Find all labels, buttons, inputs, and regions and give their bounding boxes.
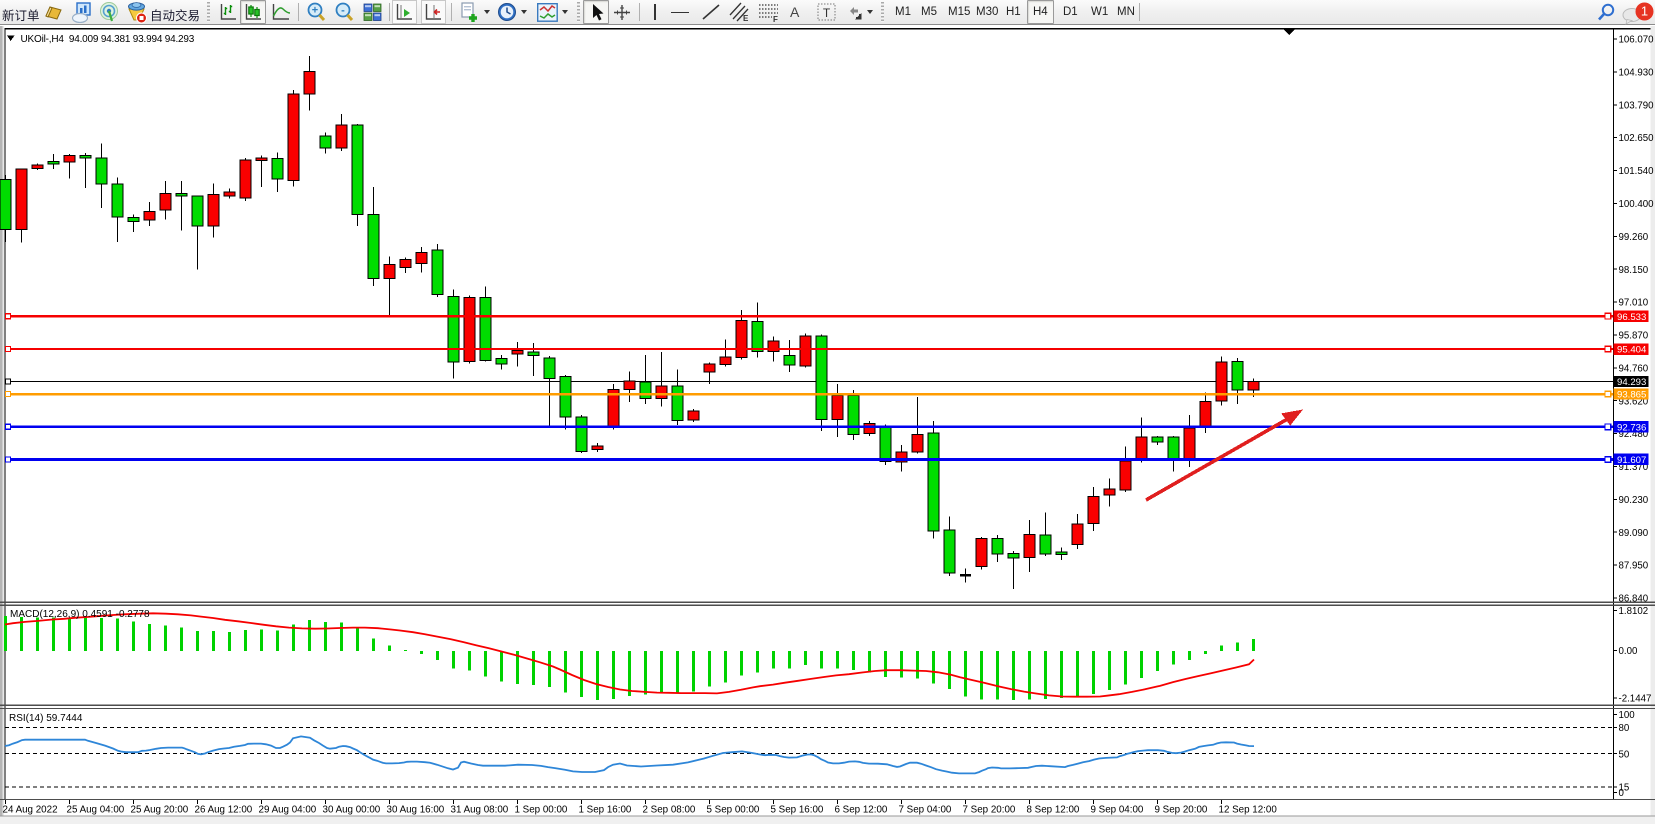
svg-text:8 Sep 12:00: 8 Sep 12:00 [1027, 805, 1080, 816]
svg-text:15: 15 [1619, 783, 1630, 794]
svg-text:0: 0 [1619, 788, 1625, 799]
svg-text:-: - [341, 5, 345, 17]
svg-text:95.404: 95.404 [1617, 345, 1647, 356]
svg-text:T: T [823, 6, 831, 20]
svg-text:87.950: 87.950 [1619, 561, 1649, 572]
svg-text:94.293: 94.293 [1617, 377, 1646, 388]
svg-text:-2.1447: -2.1447 [1619, 694, 1652, 705]
svg-text:86.840: 86.840 [1619, 594, 1649, 605]
svg-text:UKOil-,H4 94.009 94.381 93.99: UKOil-,H4 94.009 94.381 93.994 94.293 [21, 34, 195, 45]
svg-text:MACD(12,26,9) 0.4591 -0.2778: MACD(12,26,9) 0.4591 -0.2778 [10, 609, 150, 620]
svg-text:1 Sep 16:00: 1 Sep 16:00 [579, 805, 632, 816]
svg-text:7 Sep 20:00: 7 Sep 20:00 [963, 805, 1016, 816]
svg-text:92.736: 92.736 [1617, 422, 1646, 433]
svg-text:80: 80 [1619, 723, 1630, 734]
svg-text:98.150: 98.150 [1619, 265, 1649, 276]
svg-text:5 Sep 00:00: 5 Sep 00:00 [707, 805, 760, 816]
svg-text:103.790: 103.790 [1619, 100, 1655, 111]
svg-text:91.370: 91.370 [1619, 462, 1649, 473]
svg-text:2 Sep 08:00: 2 Sep 08:00 [643, 805, 696, 816]
svg-text:95.870: 95.870 [1619, 331, 1649, 342]
svg-text:24 Aug 2022: 24 Aug 2022 [3, 805, 58, 816]
svg-text:6 Sep 12:00: 6 Sep 12:00 [835, 805, 888, 816]
svg-text:25 Aug 04:00: 25 Aug 04:00 [67, 805, 125, 816]
svg-text:90.230: 90.230 [1619, 495, 1649, 506]
svg-text:102.650: 102.650 [1619, 133, 1655, 144]
svg-text:E: E [743, 14, 749, 23]
svg-text:0.00: 0.00 [1619, 646, 1638, 657]
svg-text:1: 1 [1641, 4, 1648, 19]
svg-text:1.8102: 1.8102 [1619, 606, 1649, 617]
svg-text:100.400: 100.400 [1619, 199, 1655, 210]
svg-text:+: + [312, 5, 318, 17]
svg-text:104.930: 104.930 [1619, 68, 1655, 79]
svg-text:7 Sep 04:00: 7 Sep 04:00 [899, 805, 952, 816]
svg-text:RSI(14) 59.7444: RSI(14) 59.7444 [9, 713, 83, 724]
svg-text:100: 100 [1619, 710, 1636, 721]
svg-text:12 Sep 12:00: 12 Sep 12:00 [1219, 805, 1278, 816]
svg-text:106.070: 106.070 [1619, 35, 1655, 46]
svg-text:9 Sep 20:00: 9 Sep 20:00 [1155, 805, 1208, 816]
svg-text:31 Aug 08:00: 31 Aug 08:00 [451, 805, 509, 816]
svg-text:97.010: 97.010 [1619, 298, 1649, 309]
svg-text:5 Sep 16:00: 5 Sep 16:00 [771, 805, 824, 816]
svg-text:50: 50 [1619, 749, 1630, 760]
svg-text:92.480: 92.480 [1619, 429, 1649, 440]
svg-text:94.760: 94.760 [1619, 363, 1649, 374]
svg-text:96.533: 96.533 [1617, 312, 1646, 323]
svg-text:93.865: 93.865 [1617, 390, 1646, 401]
svg-text:91.607: 91.607 [1617, 455, 1646, 466]
svg-text:30 Aug 16:00: 30 Aug 16:00 [387, 805, 445, 816]
svg-text:9 Sep 04:00: 9 Sep 04:00 [1091, 805, 1144, 816]
svg-text:89.090: 89.090 [1619, 528, 1649, 539]
svg-text:101.540: 101.540 [1619, 166, 1655, 177]
svg-text:30 Aug 00:00: 30 Aug 00:00 [323, 805, 381, 816]
svg-text:99.260: 99.260 [1619, 232, 1649, 243]
svg-text:93.620: 93.620 [1619, 396, 1649, 407]
svg-text:F: F [773, 15, 778, 23]
svg-text:29 Aug 04:00: 29 Aug 04:00 [259, 805, 317, 816]
svg-text:25 Aug 20:00: 25 Aug 20:00 [131, 805, 189, 816]
svg-text:1 Sep 00:00: 1 Sep 00:00 [515, 805, 568, 816]
svg-text:26 Aug 12:00: 26 Aug 12:00 [195, 805, 253, 816]
